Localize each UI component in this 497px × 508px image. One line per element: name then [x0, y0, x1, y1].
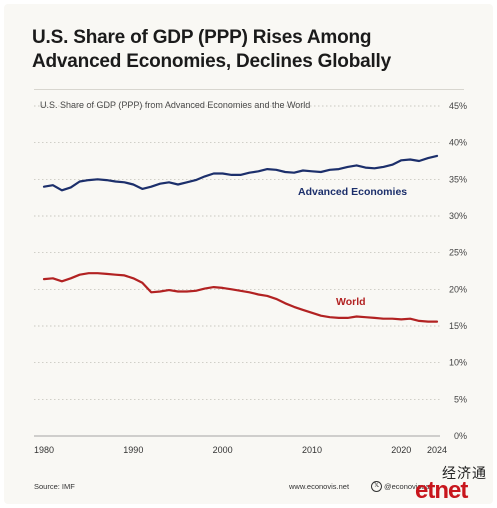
y-tick-label-15: 15%	[449, 321, 467, 331]
etnet-logo: etnet	[415, 477, 468, 504]
watermark-chinese-text: 经济通	[442, 466, 487, 482]
y-tick-label-45: 45%	[449, 101, 467, 111]
series-label-advanced-economies: Advanced Economies	[298, 186, 407, 198]
y-tick-label-35: 35%	[449, 174, 467, 184]
chart-title-line-1: U.S. Share of GDP (PPP) Rises Among	[32, 27, 372, 48]
y-tick-label-0: 0%	[454, 431, 467, 441]
social-handle-text: @econovisual	[384, 482, 432, 491]
y-tick-label-25: 25%	[449, 248, 467, 258]
website-link[interactable]: www.econovis.net	[289, 482, 350, 491]
chart-card	[4, 4, 493, 504]
y-tick-label-20: 20%	[449, 284, 467, 294]
y-tick-label-30: 30%	[449, 211, 467, 221]
x-tick-label-2024: 2024	[427, 445, 447, 455]
y-tick-label-40: 40%	[449, 138, 467, 148]
series-line-advanced-economies	[42, 154, 439, 192]
x-logo-icon: 𝕏	[371, 481, 382, 492]
title-divider	[34, 89, 464, 90]
chart-title-line-2: Advanced Economies, Declines Globally	[32, 51, 391, 72]
series-line-world	[42, 272, 439, 323]
x-tick-label-2020: 2020	[391, 445, 411, 455]
x-tick-label-2000: 2000	[213, 445, 233, 455]
series-label-world: World	[336, 296, 366, 308]
chart-subtitle: U.S. Share of GDP (PPP) from Advanced Ec…	[40, 100, 311, 110]
x-tick-label-1990: 1990	[123, 445, 143, 455]
chart-title: U.S. Share of GDP (PPP) Rises Among Adva…	[32, 26, 462, 74]
social-handle[interactable]: 𝕏 @econovisual	[371, 481, 431, 492]
x-tick-label-1980: 1980	[34, 445, 54, 455]
x-tick-label-2010: 2010	[302, 445, 322, 455]
source-note: Source: IMF	[34, 482, 75, 491]
y-tick-label-10: 10%	[449, 358, 467, 368]
y-tick-label-5: 5%	[454, 394, 467, 404]
